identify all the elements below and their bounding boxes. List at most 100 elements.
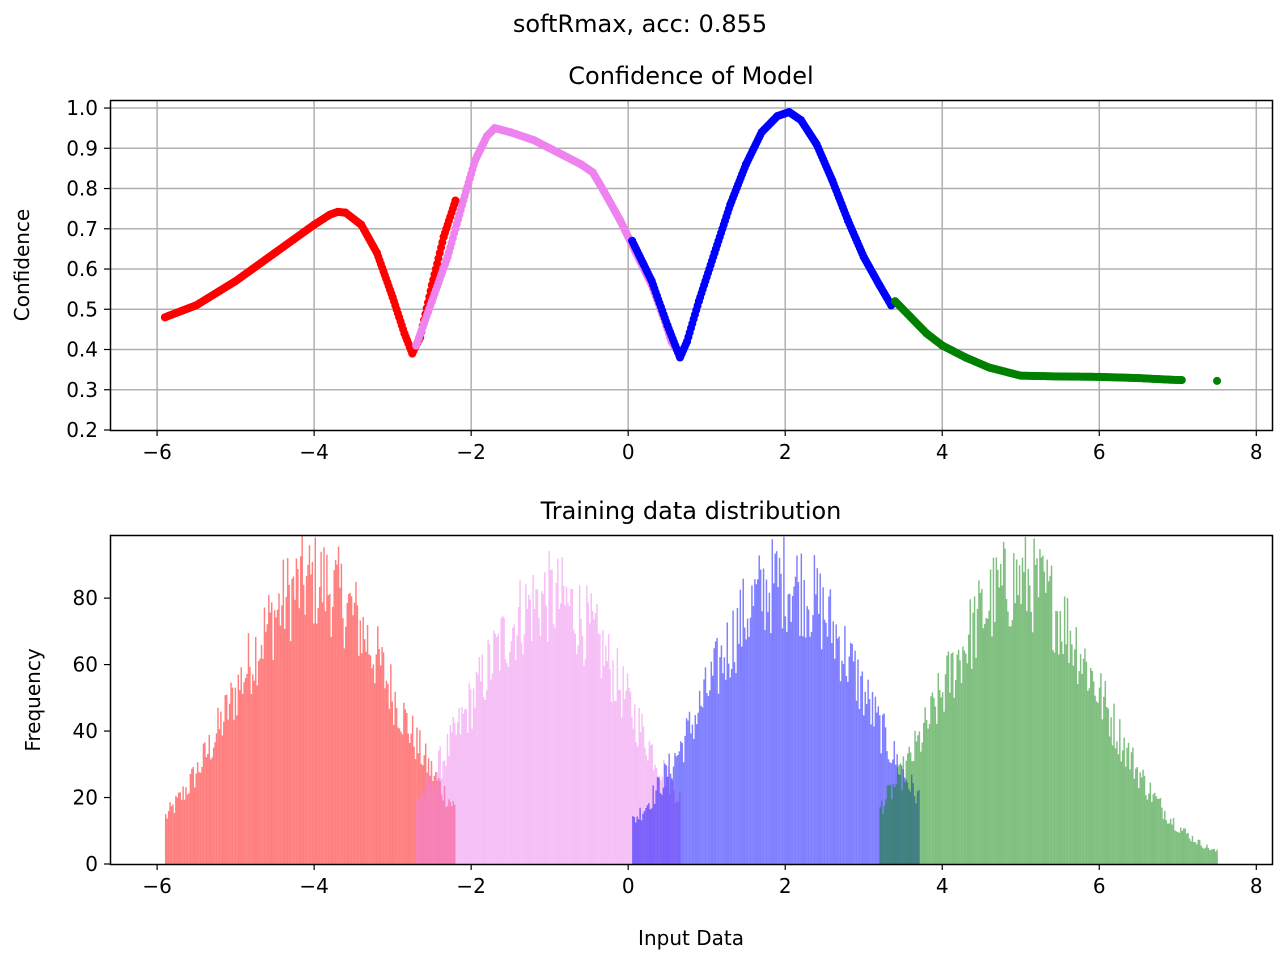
histogram-bar	[844, 626, 846, 864]
histogram-bar	[626, 673, 629, 864]
histogram-bar	[694, 715, 697, 864]
histogram-bar	[639, 732, 642, 864]
histogram-bar	[831, 643, 833, 864]
histogram-bar	[628, 687, 630, 864]
histogram-bar	[865, 704, 868, 864]
histogram-bar	[583, 665, 585, 864]
histogram-bar	[202, 743, 205, 864]
histogram-series-0	[164, 534, 456, 864]
histogram-bar	[358, 655, 360, 864]
histogram-bar	[494, 633, 497, 864]
histogram-bar	[333, 570, 335, 864]
histogram-bar	[1039, 549, 1041, 864]
histogram-bar	[221, 735, 224, 864]
histogram-bar	[481, 654, 484, 864]
histogram-bar	[1174, 830, 1176, 864]
confidence-chart-y-tick-label: 0.4	[66, 338, 98, 362]
histogram-bar	[680, 741, 682, 864]
histogram-bar	[691, 724, 694, 864]
histogram-bar	[633, 817, 636, 864]
histogram-bar	[179, 792, 181, 864]
histogram-bar	[1052, 650, 1054, 864]
histogram-bar	[665, 765, 667, 864]
histogram-bar	[558, 608, 561, 864]
histogram-bar	[751, 585, 753, 864]
histogram-bar	[539, 636, 542, 864]
histogram-bar	[347, 594, 350, 864]
histogram-bar	[1191, 835, 1194, 864]
histogram-bar	[1078, 671, 1080, 864]
histogram-bar	[710, 661, 713, 864]
histogram-bar	[1085, 661, 1088, 864]
histogram-bar	[1204, 847, 1207, 864]
histogram-bar	[629, 691, 632, 864]
scatter-point	[1213, 376, 1222, 385]
histogram-bar	[432, 783, 434, 864]
histogram-bar	[648, 803, 650, 864]
histogram-bar	[497, 633, 499, 864]
histogram-bar	[199, 772, 202, 864]
histogram-bar	[931, 692, 934, 864]
histogram-bar	[243, 682, 245, 864]
histogram-bar	[1172, 817, 1175, 864]
confidence-chart-x-tick-label: 2	[779, 440, 792, 464]
histogram-bar	[548, 551, 550, 864]
histogram-bar	[723, 657, 726, 864]
histogram-bar	[937, 673, 939, 864]
histogram-bar	[321, 602, 324, 864]
histogram-bar	[631, 717, 633, 864]
histogram-series-1	[416, 551, 681, 864]
histogram-bar	[189, 773, 192, 864]
histogram-bar	[642, 813, 644, 864]
histogram-bar	[1185, 833, 1188, 864]
histogram-bar	[1074, 649, 1076, 864]
histogram-bar	[538, 617, 540, 864]
histogram-bar	[746, 618, 749, 864]
histogram-bar	[379, 665, 382, 864]
histogram-bar	[596, 603, 598, 864]
histogram-bar	[725, 679, 727, 864]
histogram-bar	[281, 605, 283, 864]
histogram-bar	[754, 579, 756, 864]
distribution-chart-x-tick-label: −2	[456, 874, 485, 898]
histogram-bar	[752, 606, 755, 864]
histogram-bar	[672, 766, 675, 864]
histogram-bar	[669, 773, 672, 864]
histogram-bar	[1046, 559, 1048, 864]
histogram-bar	[623, 699, 626, 864]
histogram-bar	[529, 599, 531, 864]
histogram-bar	[726, 622, 728, 864]
histogram-bar	[759, 569, 762, 864]
histogram-bar	[1031, 632, 1034, 864]
histogram-bar	[659, 793, 662, 864]
histogram-bar	[943, 711, 945, 864]
histogram-bar	[1058, 654, 1060, 864]
confidence-chart-y-tick-label: 0.6	[66, 257, 98, 281]
histogram-bar	[188, 793, 190, 864]
histogram-bar	[719, 657, 721, 864]
histogram-bar	[1020, 604, 1022, 864]
histogram-bar	[427, 779, 430, 864]
histogram-bar	[237, 674, 240, 864]
histogram-bar	[841, 660, 843, 864]
histogram-bar	[758, 555, 760, 864]
histogram-bar	[183, 799, 186, 864]
histogram-bar	[1033, 538, 1035, 864]
distribution-chart-ylabel: Frequency	[21, 648, 45, 751]
histogram-bar	[762, 568, 765, 864]
distribution-chart: Training data distribution Frequency Inp…	[21, 497, 1274, 950]
histogram-bar	[970, 668, 973, 864]
histogram-bar	[1140, 777, 1143, 864]
histogram-bar	[424, 775, 427, 864]
histogram-bar	[317, 607, 319, 864]
histogram-bar	[976, 609, 979, 864]
histogram-bar	[812, 615, 814, 864]
histogram-bar	[1097, 702, 1099, 864]
histogram-bar	[1193, 842, 1195, 864]
histogram-bar	[452, 716, 454, 864]
histogram-bar	[437, 750, 440, 864]
histogram-bar	[1136, 766, 1138, 864]
histogram-bar	[310, 574, 312, 864]
histogram-bar	[930, 696, 932, 864]
histogram-bar	[802, 636, 804, 864]
